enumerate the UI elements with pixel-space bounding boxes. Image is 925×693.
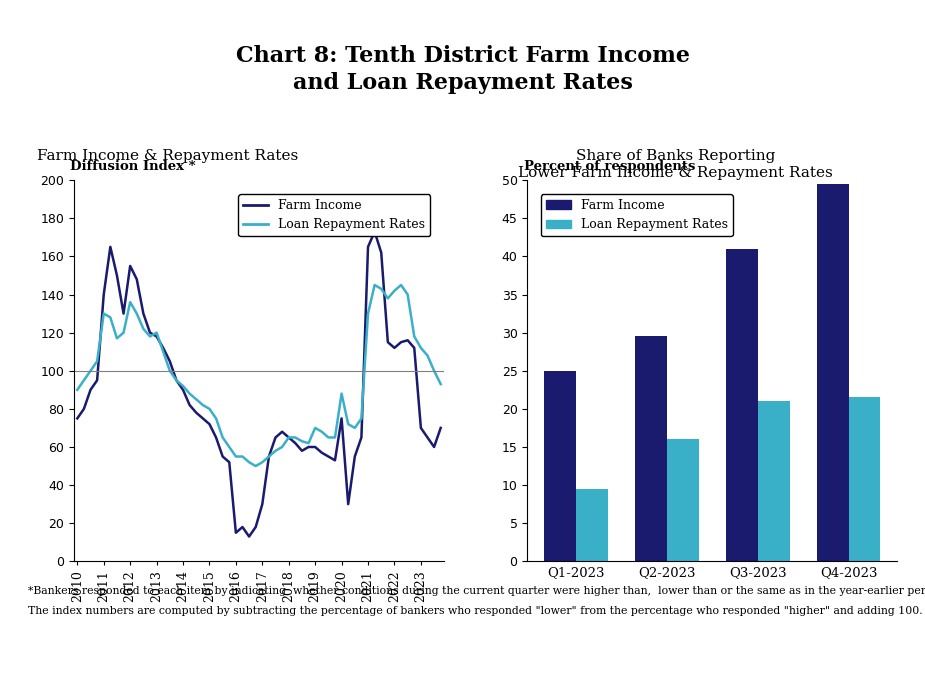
Legend: Farm Income, Loan Repayment Rates: Farm Income, Loan Repayment Rates [541, 194, 733, 236]
Line: Farm Income: Farm Income [78, 231, 440, 536]
Text: Percent of respondents: Percent of respondents [524, 159, 695, 173]
Loan Repayment Rates [303, 439, 315, 448]
Farm Income [72, 414, 83, 423]
Text: Chart 8: Tenth District Farm Income
and Loan Repayment Rates: Chart 8: Tenth District Farm Income and … [236, 45, 689, 94]
Bar [848, 397, 881, 561]
Loan Repayment Rates [435, 380, 446, 388]
Bar [667, 439, 698, 561]
Bar [635, 336, 667, 561]
Loan Repayment Rates [316, 428, 327, 436]
Farm Income [435, 423, 446, 432]
Text: Farm Income & Repayment Rates: Farm Income & Repayment Rates [37, 149, 298, 163]
Farm Income [303, 443, 315, 451]
Legend: Farm Income, Loan Repayment Rates: Farm Income, Loan Repayment Rates [239, 194, 430, 236]
Farm Income [356, 433, 367, 441]
Loan Repayment Rates [79, 376, 90, 385]
Loan Repayment Rates [72, 385, 83, 394]
Line: Loan Repayment Rates: Loan Repayment Rates [78, 285, 440, 466]
Bar [576, 489, 608, 561]
Farm Income [243, 532, 254, 541]
Bar [758, 401, 790, 561]
Text: Diffusion Index *: Diffusion Index * [70, 159, 196, 173]
Loan Repayment Rates [356, 414, 367, 423]
Farm Income [204, 420, 215, 428]
Bar [817, 184, 848, 561]
Loan Repayment Rates [250, 462, 261, 470]
Farm Income [369, 227, 380, 236]
Farm Income [316, 448, 327, 457]
Text: The index numbers are computed by subtracting the percentage of bankers who resp: The index numbers are computed by subtra… [28, 606, 922, 616]
Text: Share of Banks Reporting
Lower Farm Income & Repayment Rates: Share of Banks Reporting Lower Farm Inco… [518, 149, 832, 180]
Loan Repayment Rates [283, 433, 294, 441]
Loan Repayment Rates [204, 405, 215, 413]
Bar [726, 249, 758, 561]
Bar [544, 371, 576, 561]
Loan Repayment Rates [369, 281, 380, 289]
Farm Income [79, 405, 90, 413]
Text: *Bankers responded to each item by indicating  whether conditions during the cur: *Bankers responded to each item by indic… [28, 586, 925, 595]
Farm Income [283, 433, 294, 441]
